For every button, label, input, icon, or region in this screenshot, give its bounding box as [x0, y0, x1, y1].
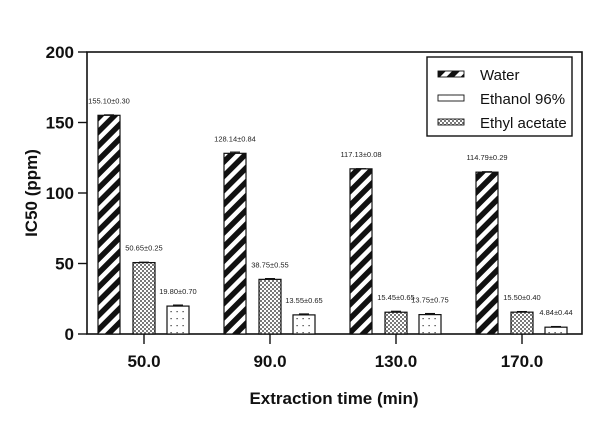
data-label: 15.50±0.40 — [503, 293, 540, 302]
x-tick-label: 50.0 — [127, 352, 160, 371]
bar-ethanol-96--90-0 — [292, 314, 316, 335]
data-label: 38.75±0.55 — [251, 260, 288, 269]
bar-ethyl-acetate-130-0 — [384, 311, 408, 335]
data-label: 114.79±0.29 — [466, 153, 507, 162]
legend-label: Water — [480, 67, 519, 84]
y-tick-label: 100 — [46, 184, 74, 203]
legend-label: Ethanol 96% — [480, 91, 565, 108]
y-tick-label: 50 — [55, 255, 74, 274]
x-axis: 50.0 90.0 130.0 170.0 — [127, 334, 543, 371]
data-label: 13.75±0.75 — [411, 296, 448, 305]
data-label: 117.13±0.08 — [340, 150, 381, 159]
y-axis: 0 50 100 150 200 — [46, 43, 87, 344]
bar-ethyl-acetate-50-0 — [132, 261, 156, 335]
bar-water-170-0 — [475, 171, 499, 335]
y-tick-label: 0 — [65, 325, 74, 344]
data-label: 50.65±0.25 — [125, 244, 162, 253]
y-axis-title: IC50 (ppm) — [22, 149, 41, 237]
legend-swatch-diagonal-stripes — [437, 70, 465, 78]
bar-water-50-0 — [97, 114, 121, 335]
y-tick-label: 150 — [46, 114, 74, 133]
data-label: 15.45±0.65 — [377, 293, 414, 302]
data-label: 4.84±0.44 — [539, 308, 572, 317]
bar-ethanol-96--170-0 — [544, 326, 568, 335]
bar-ethanol-96--130-0 — [418, 314, 442, 335]
bar-ethyl-acetate-90-0 — [258, 278, 282, 335]
data-labels-layer: 155.10±0.30 128.14±0.84 117.13±0.08 114.79±… — [88, 96, 572, 317]
data-label: 13.55±0.65 — [285, 296, 322, 305]
bar-ethanol-96--50-0 — [166, 305, 190, 335]
bar-water-90-0 — [223, 152, 247, 335]
x-tick-label: 90.0 — [253, 352, 286, 371]
legend-swatch-dotted — [437, 94, 465, 102]
legend: Water Ethanol 96% Ethyl acetate — [426, 56, 573, 137]
legend-swatch-checkered — [437, 118, 465, 126]
bar-ethyl-acetate-170-0 — [510, 311, 534, 335]
legend-label: Ethyl acetate — [480, 115, 567, 132]
data-label: 128.14±0.84 — [214, 134, 256, 143]
data-label: 19.80±0.70 — [159, 287, 196, 296]
data-label: 155.10±0.30 — [88, 96, 130, 105]
y-tick-label: 200 — [46, 43, 74, 62]
bar-water-130-0 — [349, 168, 373, 335]
x-axis-title: Extraction time (min) — [249, 389, 418, 408]
x-tick-label: 130.0 — [375, 352, 418, 371]
bars-layer — [97, 114, 568, 335]
x-tick-label: 170.0 — [501, 352, 544, 371]
